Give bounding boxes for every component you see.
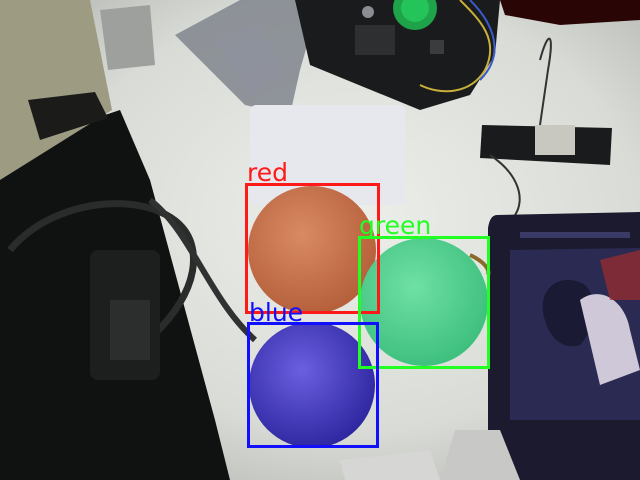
green-ball [360, 238, 488, 366]
pale-pad [250, 105, 405, 205]
detection-box-red [245, 183, 380, 314]
detection-box-blue [247, 322, 379, 448]
blue-ball [249, 322, 375, 448]
orange-ball [248, 186, 376, 314]
grey-card [100, 5, 155, 70]
circuit-board [295, 0, 500, 110]
detection-label-red: red [247, 158, 288, 187]
detection-label-green: green [359, 211, 432, 240]
cardboard-sheet [0, 0, 112, 180]
detection-label-blue: blue [249, 298, 304, 327]
detection-box-green [358, 236, 490, 369]
